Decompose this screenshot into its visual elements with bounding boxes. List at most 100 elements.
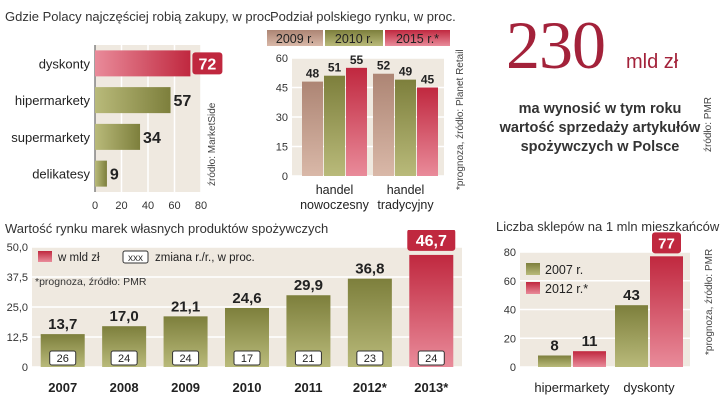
value-label: 29,9 <box>294 277 323 294</box>
category-label: hipermarkety <box>15 93 91 108</box>
y-tick-label: 0 <box>22 362 28 374</box>
category-label: dyskonty <box>623 380 675 395</box>
bar <box>650 256 683 367</box>
bar <box>302 81 323 176</box>
legend-change-box-text: xxx <box>128 253 143 264</box>
change-label: 26 <box>57 353 69 365</box>
y-tick-label: 0 <box>282 171 288 183</box>
value-label: 45 <box>421 73 435 87</box>
bar <box>538 355 571 367</box>
x-tick-label: 80 <box>195 200 207 212</box>
value-label: 55 <box>350 53 364 67</box>
legend-label: zmiana r./r., w proc. <box>155 252 255 264</box>
category-label: dyskonty <box>39 56 91 71</box>
y-tick-label: 80 <box>504 247 516 259</box>
headline-text: ma wynosić w tym roku wartość sprzedaży … <box>499 101 701 155</box>
change-box <box>417 350 445 366</box>
y-tick-label: 12,5 <box>7 332 28 344</box>
bar <box>417 87 438 176</box>
bar <box>95 160 107 187</box>
category-label: 2009 <box>171 380 200 395</box>
change-box <box>294 350 322 366</box>
value-label: 8 <box>550 338 558 355</box>
legend-label: 2012 r.* <box>545 282 588 296</box>
value-label: 43 <box>623 287 640 304</box>
bar <box>324 75 345 176</box>
bar <box>573 351 606 367</box>
category-label: tradycyjny <box>377 198 434 212</box>
stores-title: Liczba sklepów na 1 mln mieszkańców <box>496 219 720 234</box>
category-label: 2008 <box>110 380 139 395</box>
y-tick-label: 60 <box>276 53 288 65</box>
change-box <box>49 350 77 366</box>
y-tick-label: 50,0 <box>7 242 28 254</box>
change-box <box>172 350 200 366</box>
category-label: 2011 <box>294 380 322 395</box>
legend-swatch <box>526 263 540 275</box>
y-tick-label: 37,5 <box>7 272 28 284</box>
market-share-source-note: *prognoza, źródło: Planet Retail <box>455 49 466 190</box>
category-label: delikatesy <box>32 167 90 182</box>
category-label: hipermarkety <box>534 380 610 395</box>
x-tick-label: 40 <box>142 200 154 212</box>
y-tick-label: 15 <box>276 142 288 154</box>
change-label: 17 <box>241 353 253 365</box>
change-label: 24 <box>425 353 437 365</box>
category-label: 2012* <box>353 380 388 395</box>
value-label: 72 <box>199 56 217 73</box>
y-tick-label: 0 <box>510 362 516 374</box>
headline-source-note: źródło: PMR <box>703 96 714 152</box>
value-label: 48 <box>306 67 320 81</box>
value-badge <box>407 230 456 251</box>
legend-swatch <box>267 30 323 46</box>
value-label: 36,8 <box>355 261 384 278</box>
bar <box>95 87 171 114</box>
change-label: 24 <box>118 353 130 365</box>
value-label: 46,7 <box>416 233 447 250</box>
change-box <box>233 350 261 366</box>
value-label: 13,7 <box>48 316 77 333</box>
change-label: 21 <box>302 353 314 365</box>
shopping-places-chart: 0 20 40 60 80 dyskonty 72 hipermarkety 57 superma… <box>11 45 223 212</box>
legend-label: 2015 r.* <box>396 32 439 46</box>
legend-swatch <box>325 30 383 46</box>
legend-swatch <box>385 30 450 46</box>
y-tick-label: 40 <box>504 305 516 317</box>
bar <box>409 254 454 367</box>
y-tick-label: 45 <box>276 83 288 95</box>
value-label: 17,0 <box>110 308 139 325</box>
private-label-chart: 0 12,5 25,0 37,5 50,0 w mld zł xxx zmiana r./r.… <box>7 230 462 395</box>
market-share-title: Podział polskiego rynku, w proc. <box>270 9 456 24</box>
x-tick-label: 0 <box>92 200 98 212</box>
legend-change-box <box>122 250 149 264</box>
legend-swatch <box>526 282 540 294</box>
value-label: 34 <box>143 130 161 147</box>
value-label: 51 <box>328 61 342 75</box>
category-label: handel <box>387 183 425 197</box>
value-badge <box>652 232 681 254</box>
value-label: 49 <box>399 65 413 79</box>
change-label: 23 <box>364 353 376 365</box>
value-label: 9 <box>110 167 119 184</box>
y-tick-label: 25,0 <box>7 302 28 314</box>
legend-label: 2010 r. <box>335 32 373 46</box>
x-tick-label: 20 <box>115 200 127 212</box>
change-label: 24 <box>179 353 191 365</box>
chart-note: *prognoza, źródło: PMR <box>35 276 147 288</box>
value-label: 52 <box>377 59 391 73</box>
x-tick-label: 60 <box>168 200 180 212</box>
bar <box>615 305 648 367</box>
private-label-title: Wartość rynku marek własnych produktów s… <box>5 221 329 236</box>
legend-label: 2009 r. <box>276 32 314 46</box>
bar <box>395 79 416 176</box>
y-tick-label: 20 <box>504 333 516 345</box>
category-label: 2007 <box>48 380 77 395</box>
y-tick-label: 30 <box>276 112 288 124</box>
bar <box>95 50 191 77</box>
market-share-chart: 2009 r. 2010 r. 2015 r.* 0 15 30 45 60 48 51 55 han… <box>267 30 450 212</box>
category-label: 2010 <box>233 380 262 395</box>
value-label: 57 <box>174 93 192 110</box>
y-tick-label: 60 <box>504 276 516 288</box>
value-badge <box>192 52 223 75</box>
shopping-source-note: źródło: MarketSide <box>207 102 218 186</box>
